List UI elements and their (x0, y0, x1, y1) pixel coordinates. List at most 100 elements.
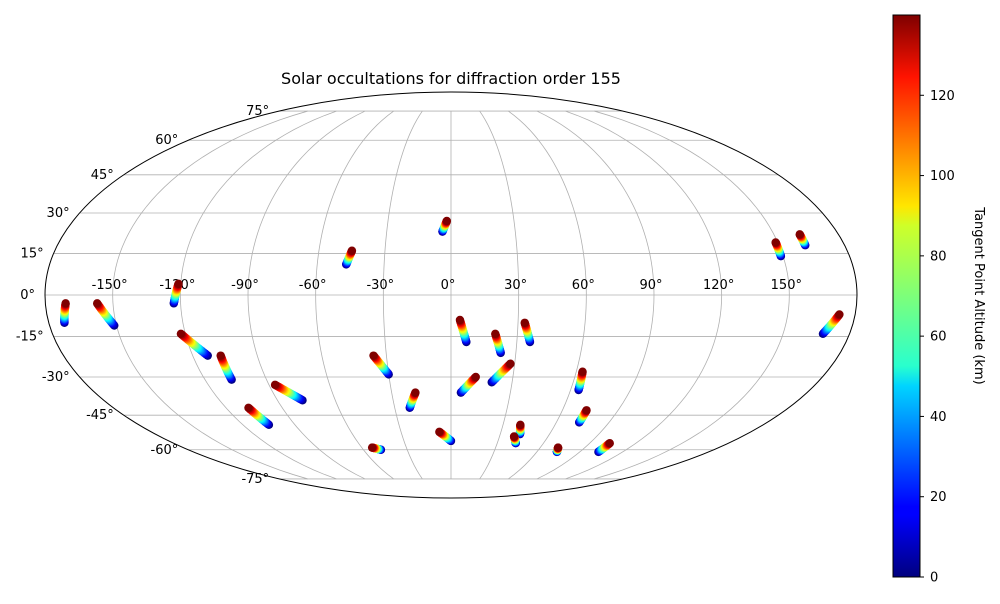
longitude-tick-label: 0° (441, 278, 456, 293)
latitude-tick-label: -30° (42, 370, 70, 385)
occultation-track (574, 406, 591, 427)
occultation-track (509, 432, 520, 448)
occultation-track (491, 329, 505, 358)
latitude-tick-label: 75° (246, 104, 269, 119)
occultation-track (818, 310, 844, 339)
latitude-tick-label: -45° (86, 408, 114, 423)
latitude-tick-label: -60° (151, 443, 179, 458)
occultation-tracks (60, 216, 844, 457)
colorbar: 0 20 40 60 80 100 120 Tangent Point Altitude (… (892, 14, 986, 586)
occultation-track (435, 427, 456, 446)
longitude-gridline (179, 110, 337, 480)
longitude-gridline (382, 110, 423, 480)
data-point (471, 372, 480, 382)
colorbar-tick-label: 80 (930, 249, 947, 264)
data-point (455, 315, 465, 325)
occultation-track (515, 420, 525, 439)
longitude-gridline (508, 110, 587, 480)
occultation-track (574, 367, 587, 395)
colorbar-tick-label: 40 (930, 410, 947, 425)
longitude-gridline (247, 110, 366, 480)
longitude-tick-label: -60° (299, 278, 327, 293)
longitude-gridline (315, 110, 394, 480)
data-point (270, 380, 280, 390)
data-point (244, 403, 253, 412)
data-point (553, 443, 563, 452)
longitude-tick-label: -150° (92, 278, 128, 293)
colorbar-tick-label: 20 (930, 490, 947, 505)
latitude-tick-label: -15° (16, 330, 44, 345)
occultation-track (176, 329, 212, 360)
longitude-gridline (536, 110, 655, 480)
occultation-track (244, 403, 274, 430)
occultation-track (456, 372, 480, 397)
latitude-tick-label: 0° (20, 288, 35, 303)
colorbar-label: Tangent Point Altitude (km) (971, 206, 986, 384)
data-point (835, 310, 844, 319)
occultation-track (795, 230, 810, 250)
data-point (174, 279, 183, 289)
longitude-tick-label: -90° (231, 278, 259, 293)
occultation-track (367, 443, 386, 454)
colorbar-tick-label: 120 (930, 89, 955, 104)
latitude-tick-labels: 75° 60° 45° 30° 15° 0° -15° -30° -45° -60° -75° (16, 104, 269, 487)
occultation-track (552, 443, 563, 457)
colorbar-tick-label: 60 (930, 330, 947, 345)
occultation-track (594, 439, 614, 457)
data-point (491, 329, 500, 339)
graticule-grid (45, 110, 857, 480)
data-point (367, 443, 377, 452)
data-point (347, 246, 357, 255)
data-point (176, 329, 186, 339)
colorbar-tick-label: 0 (930, 571, 938, 586)
data-point (442, 216, 451, 226)
longitude-tick-label: 30° (504, 278, 527, 293)
occultation-track (369, 351, 393, 379)
latitude-tick-label: 60° (155, 133, 178, 148)
longitude-tick-labels: -150°-120°-90°-60°-30°0°30°60°90°120°150… (92, 278, 802, 293)
data-point (61, 299, 70, 308)
occultation-track (216, 351, 236, 384)
data-point (771, 238, 780, 247)
colorbar-gradient (892, 14, 921, 578)
data-point (92, 299, 102, 308)
data-point (605, 439, 614, 448)
data-point (509, 432, 519, 441)
data-point (411, 388, 420, 397)
data-point (520, 318, 529, 327)
data-point (516, 420, 525, 430)
longitude-gridline (594, 110, 790, 480)
occultation-track (438, 216, 451, 236)
longitude-tick-label: 60° (572, 278, 595, 293)
occultation-track (405, 388, 420, 412)
occultation-track (60, 299, 70, 327)
data-point (578, 367, 587, 376)
longitude-tick-label: 120° (703, 278, 734, 293)
occultation-track (520, 318, 535, 347)
map-boundary (44, 91, 858, 499)
colorbar-ticks: 0 20 40 60 80 100 120 (920, 89, 955, 586)
latitude-tick-label: 15° (21, 246, 44, 261)
occultation-track (92, 299, 119, 330)
occultation-track (342, 246, 357, 269)
latitude-tick-label: 30° (47, 206, 70, 221)
data-point (369, 351, 378, 360)
data-point (216, 351, 225, 360)
longitude-gridline (565, 110, 723, 480)
longitude-gridline (112, 110, 308, 480)
data-point (582, 406, 591, 415)
occultation-track (270, 380, 307, 405)
longitude-gridline (479, 110, 520, 480)
occultation-track (487, 359, 515, 387)
occultation-track (771, 238, 786, 261)
longitude-tick-label: 150° (771, 278, 802, 293)
longitude-tick-label: 90° (639, 278, 662, 293)
data-point (795, 230, 804, 239)
occultation-track (455, 315, 471, 347)
latitude-tick-label: 45° (91, 168, 114, 183)
longitude-tick-label: -30° (366, 278, 394, 293)
latitude-tick-label: -75° (241, 472, 269, 487)
chart-title: Solar occultations for diffraction order… (281, 69, 621, 88)
